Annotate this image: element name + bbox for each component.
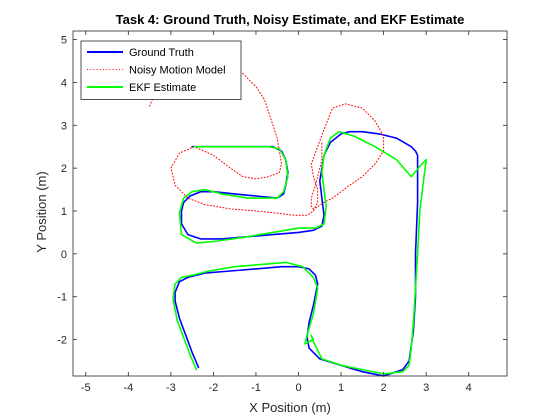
y-tick-label: -1 bbox=[57, 292, 67, 304]
legend-label-1: Noisy Motion Model bbox=[129, 65, 226, 77]
x-tick-label: 2 bbox=[381, 382, 387, 394]
x-tick-label: 0 bbox=[295, 382, 301, 394]
y-tick-label: 2 bbox=[61, 163, 67, 175]
legend-label-2: EKF Estimate bbox=[129, 82, 196, 94]
y-tick-label: 1 bbox=[61, 206, 67, 218]
y-tick-label: 3 bbox=[61, 120, 67, 132]
x-tick-label: 4 bbox=[466, 382, 472, 394]
y-tick-label: 5 bbox=[61, 35, 67, 47]
axes: -5 -4 -3 -2 -1 0 1 2 3 4 -2 -1 0 1 2 3 4 5 bbox=[57, 30, 508, 394]
legend-box bbox=[80, 40, 242, 100]
legend: Ground Truth Noisy Motion Model EKF Estima… bbox=[80, 40, 242, 100]
chart-title: Task 4: Ground Truth, Noisy Estimate, an… bbox=[116, 12, 465, 27]
y-tick-label: 0 bbox=[61, 249, 67, 261]
x-tick-label: -5 bbox=[81, 382, 91, 394]
series-line-1 bbox=[149, 45, 385, 216]
x-tick-label: -4 bbox=[123, 382, 133, 394]
x-tick-label: -1 bbox=[251, 382, 261, 394]
series-line-2 bbox=[172, 130, 427, 375]
x-tick-label: -3 bbox=[166, 382, 176, 394]
axes-box bbox=[72, 30, 508, 377]
y-tick-label: 4 bbox=[61, 77, 67, 89]
x-tick-label: 1 bbox=[338, 382, 344, 394]
plot-area bbox=[149, 45, 427, 377]
x-tick-label: 3 bbox=[423, 382, 429, 394]
series-line-0 bbox=[174, 130, 419, 377]
y-axis-label: Y Position (m) bbox=[34, 171, 49, 252]
y-tick-label: -2 bbox=[57, 335, 67, 347]
legend-label-0: Ground Truth bbox=[129, 47, 194, 59]
x-tick-label: -2 bbox=[209, 382, 219, 394]
x-axis-label: X Position (m) bbox=[249, 400, 331, 415]
